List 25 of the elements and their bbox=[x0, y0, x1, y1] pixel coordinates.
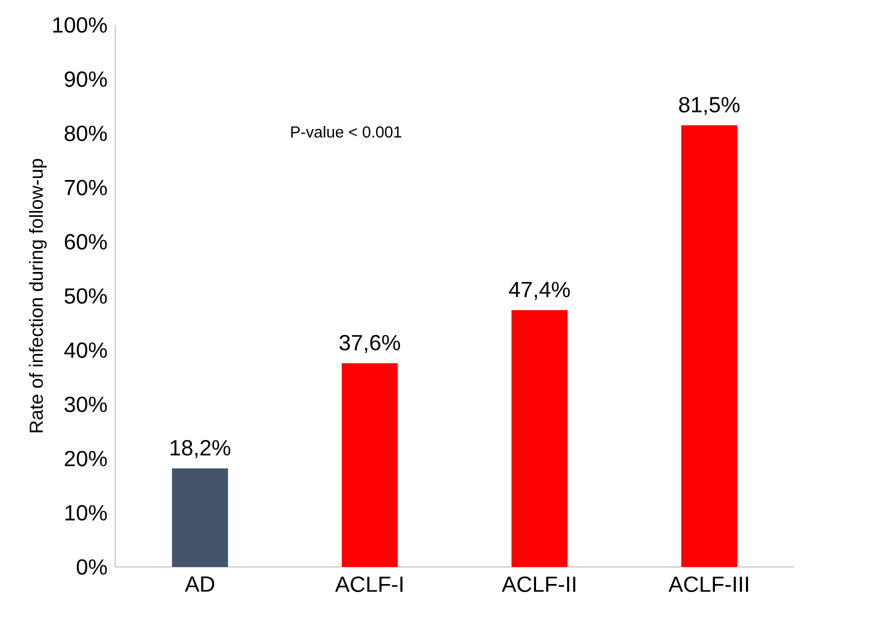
y-tick-label: 20% bbox=[64, 450, 107, 466]
annotation: P-value < 0.001 bbox=[291, 126, 402, 138]
y-tick-label: 90% bbox=[64, 71, 107, 87]
data-label: 18,2% bbox=[170, 440, 230, 458]
y-tick-label: 60% bbox=[64, 234, 107, 250]
bar bbox=[342, 363, 398, 567]
y-tick-label: 30% bbox=[64, 396, 107, 412]
x-tick-label: ACLF-II bbox=[502, 576, 576, 592]
bar bbox=[172, 468, 228, 567]
x-tick-label: ACLF-I bbox=[335, 576, 402, 592]
y-tick-label: 100% bbox=[53, 17, 107, 33]
y-tick-label: 40% bbox=[64, 342, 107, 358]
x-tick-label: AD bbox=[184, 576, 214, 592]
y-axis-title: Rate of infection during follow-up bbox=[29, 158, 47, 432]
bar bbox=[681, 125, 738, 567]
x-tick-label: ACLF-III bbox=[668, 576, 748, 592]
data-label: 37,6% bbox=[340, 334, 400, 353]
y-tick-label: 70% bbox=[64, 180, 107, 196]
bar bbox=[512, 310, 568, 567]
y-tick-label: 0% bbox=[76, 559, 107, 575]
y-tick-label: 50% bbox=[64, 288, 107, 304]
data-label: 81,5% bbox=[679, 96, 740, 116]
y-tick-label: 80% bbox=[64, 126, 107, 142]
y-tick-label: 10% bbox=[65, 505, 107, 521]
data-label: 47,4% bbox=[508, 282, 570, 300]
